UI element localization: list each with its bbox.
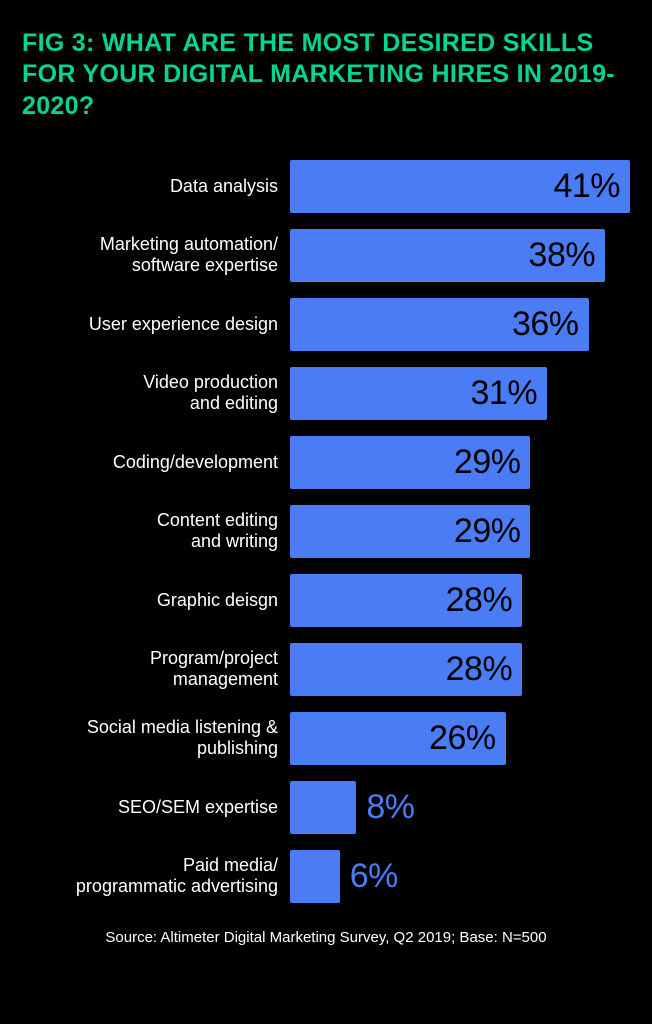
bar: 31% [290, 367, 547, 420]
chart-row: Social media listening & publishing 26% [22, 712, 630, 765]
chart-container: FIG 3: WHAT ARE THE MOST DESIRED SKILLS … [0, 0, 652, 964]
chart-source: Source: Altimeter Digital Marketing Surv… [22, 929, 630, 946]
bar-value: 28% [446, 581, 513, 620]
bar [290, 781, 356, 834]
chart-row: Program/project management 28% [22, 643, 630, 696]
bar-cell: 41% [290, 160, 630, 213]
chart-row: Coding/development 29% [22, 436, 630, 489]
bar-value: 38% [529, 236, 596, 275]
bar-chart: Data analysis 41% Marketing automation/ so… [22, 160, 630, 903]
bar-cell: 38% [290, 229, 630, 282]
chart-row: Content editing and writing 29% [22, 505, 630, 558]
chart-row: Data analysis 41% [22, 160, 630, 213]
bar: 28% [290, 643, 522, 696]
bar: 36% [290, 298, 589, 351]
bar-cell: 31% [290, 367, 630, 420]
bar-value: 28% [446, 650, 513, 689]
bar-cell: 29% [290, 436, 630, 489]
bar-label: Social media listening & publishing [22, 717, 290, 759]
bar-value: 8% [366, 788, 414, 827]
bar-value: 36% [512, 305, 579, 344]
bar: 38% [290, 229, 605, 282]
bar-label: Program/project management [22, 648, 290, 690]
chart-row: Paid media/ programmatic advertising 6% [22, 850, 630, 903]
bar-value: 31% [471, 374, 538, 413]
bar-label: Paid media/ programmatic advertising [22, 855, 290, 897]
bar-label: User experience design [22, 314, 290, 335]
bar-cell: 8% [290, 781, 630, 834]
bar-value: 6% [350, 857, 398, 896]
bar-cell: 6% [290, 850, 630, 903]
bar-label: Content editing and writing [22, 510, 290, 552]
chart-title: FIG 3: WHAT ARE THE MOST DESIRED SKILLS … [22, 28, 630, 122]
chart-row: SEO/SEM expertise 8% [22, 781, 630, 834]
bar: 29% [290, 505, 530, 558]
bar-label: Marketing automation/ software expertise [22, 234, 290, 276]
bar-value: 29% [454, 443, 521, 482]
bar-label: Graphic deisgn [22, 590, 290, 611]
bar: 29% [290, 436, 530, 489]
bar-cell: 28% [290, 643, 630, 696]
bar-cell: 36% [290, 298, 630, 351]
bar-cell: 26% [290, 712, 630, 765]
chart-row: Video production and editing 31% [22, 367, 630, 420]
chart-row: Graphic deisgn 28% [22, 574, 630, 627]
bar-cell: 28% [290, 574, 630, 627]
chart-row: Marketing automation/ software expertise… [22, 229, 630, 282]
bar-label: Data analysis [22, 176, 290, 197]
bar: 26% [290, 712, 506, 765]
bar-value: 41% [553, 167, 620, 206]
chart-row: User experience design 36% [22, 298, 630, 351]
bar-label: Video production and editing [22, 372, 290, 414]
bar: 28% [290, 574, 522, 627]
bar-value: 29% [454, 512, 521, 551]
bar-label: SEO/SEM expertise [22, 797, 290, 818]
bar: 41% [290, 160, 630, 213]
bar-cell: 29% [290, 505, 630, 558]
bar [290, 850, 340, 903]
bar-label: Coding/development [22, 452, 290, 473]
bar-value: 26% [429, 719, 496, 758]
